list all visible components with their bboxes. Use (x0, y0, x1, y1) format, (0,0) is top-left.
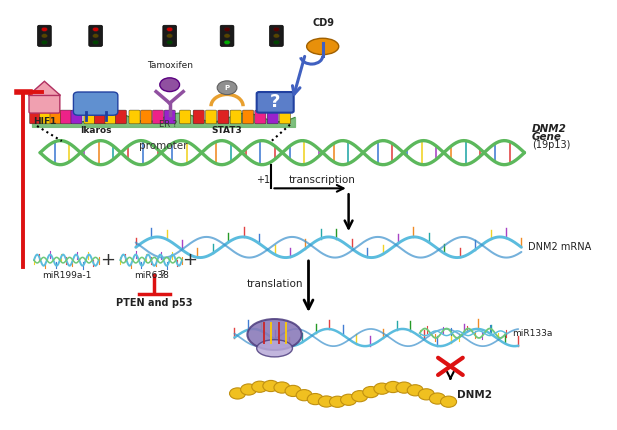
FancyBboxPatch shape (30, 110, 41, 124)
Text: miR199a-1: miR199a-1 (42, 271, 91, 280)
Text: HIF1: HIF1 (33, 117, 56, 126)
Text: transcription: transcription (289, 175, 355, 185)
Circle shape (41, 27, 48, 31)
Circle shape (93, 27, 99, 31)
FancyBboxPatch shape (218, 110, 229, 124)
Circle shape (374, 383, 390, 394)
Circle shape (241, 384, 257, 395)
Text: Ikaros: Ikaros (80, 126, 112, 135)
Circle shape (93, 40, 99, 45)
Circle shape (224, 40, 230, 45)
Circle shape (296, 390, 312, 401)
FancyBboxPatch shape (141, 110, 152, 124)
Circle shape (263, 381, 279, 392)
Text: ER ?: ER ? (159, 120, 178, 129)
Ellipse shape (247, 319, 302, 350)
FancyBboxPatch shape (60, 110, 72, 124)
FancyBboxPatch shape (164, 110, 175, 124)
Circle shape (93, 34, 99, 38)
Circle shape (441, 396, 457, 407)
Circle shape (224, 27, 230, 31)
Circle shape (274, 382, 290, 393)
Ellipse shape (307, 38, 339, 55)
FancyBboxPatch shape (180, 110, 191, 124)
Circle shape (318, 396, 334, 407)
Text: miR638: miR638 (134, 271, 168, 280)
FancyBboxPatch shape (267, 110, 278, 124)
Circle shape (167, 40, 173, 45)
FancyBboxPatch shape (129, 110, 140, 124)
FancyBboxPatch shape (71, 110, 82, 124)
FancyBboxPatch shape (152, 110, 164, 124)
Text: +: + (101, 251, 115, 269)
FancyBboxPatch shape (163, 25, 176, 46)
FancyBboxPatch shape (73, 92, 118, 115)
Text: miR133a: miR133a (512, 329, 552, 338)
FancyBboxPatch shape (105, 110, 116, 124)
Text: promoter: promoter (139, 141, 188, 151)
Circle shape (273, 27, 280, 31)
Circle shape (230, 388, 246, 399)
FancyBboxPatch shape (230, 110, 241, 124)
FancyBboxPatch shape (270, 25, 283, 46)
Text: STAT3: STAT3 (212, 126, 242, 135)
FancyBboxPatch shape (89, 25, 102, 46)
Text: translation: translation (247, 279, 304, 289)
Circle shape (273, 40, 280, 45)
Circle shape (160, 78, 180, 92)
Text: DNM2: DNM2 (532, 124, 567, 134)
Text: +1: +1 (256, 175, 270, 185)
Circle shape (224, 34, 230, 38)
Circle shape (341, 394, 357, 405)
FancyBboxPatch shape (255, 110, 266, 124)
FancyBboxPatch shape (257, 92, 294, 113)
Circle shape (285, 385, 301, 396)
Circle shape (329, 396, 346, 407)
FancyBboxPatch shape (242, 110, 254, 124)
Text: P: P (225, 85, 230, 91)
Circle shape (167, 27, 173, 31)
Circle shape (396, 382, 412, 393)
Circle shape (252, 381, 268, 392)
Circle shape (41, 40, 48, 45)
Circle shape (429, 393, 445, 404)
FancyBboxPatch shape (280, 110, 291, 124)
Polygon shape (28, 81, 60, 95)
FancyBboxPatch shape (205, 110, 217, 124)
FancyBboxPatch shape (29, 94, 60, 113)
Circle shape (307, 393, 323, 405)
Text: (19p13): (19p13) (532, 140, 570, 150)
FancyBboxPatch shape (39, 110, 51, 124)
Text: Tamoxifen: Tamoxifen (147, 61, 193, 70)
Circle shape (407, 385, 423, 396)
Text: CD9: CD9 (313, 18, 335, 28)
Ellipse shape (257, 340, 292, 357)
Circle shape (418, 389, 434, 400)
Text: DNM2 mRNA: DNM2 mRNA (528, 242, 591, 252)
Text: ?: ? (270, 93, 280, 111)
Text: Gene: Gene (532, 132, 561, 142)
FancyBboxPatch shape (50, 110, 61, 124)
Text: +: + (183, 251, 197, 269)
Text: PTEN and p53: PTEN and p53 (116, 298, 193, 307)
Circle shape (352, 390, 368, 402)
Circle shape (217, 81, 237, 95)
FancyBboxPatch shape (94, 110, 106, 124)
FancyBboxPatch shape (220, 25, 234, 46)
Text: ?: ? (159, 270, 165, 280)
FancyBboxPatch shape (84, 110, 95, 124)
FancyBboxPatch shape (115, 110, 126, 124)
Circle shape (273, 34, 280, 38)
Circle shape (385, 381, 401, 393)
Circle shape (167, 34, 173, 38)
Circle shape (41, 34, 48, 38)
Circle shape (363, 387, 379, 398)
Text: DNM2: DNM2 (457, 390, 492, 400)
FancyBboxPatch shape (38, 25, 51, 46)
FancyBboxPatch shape (193, 110, 204, 124)
